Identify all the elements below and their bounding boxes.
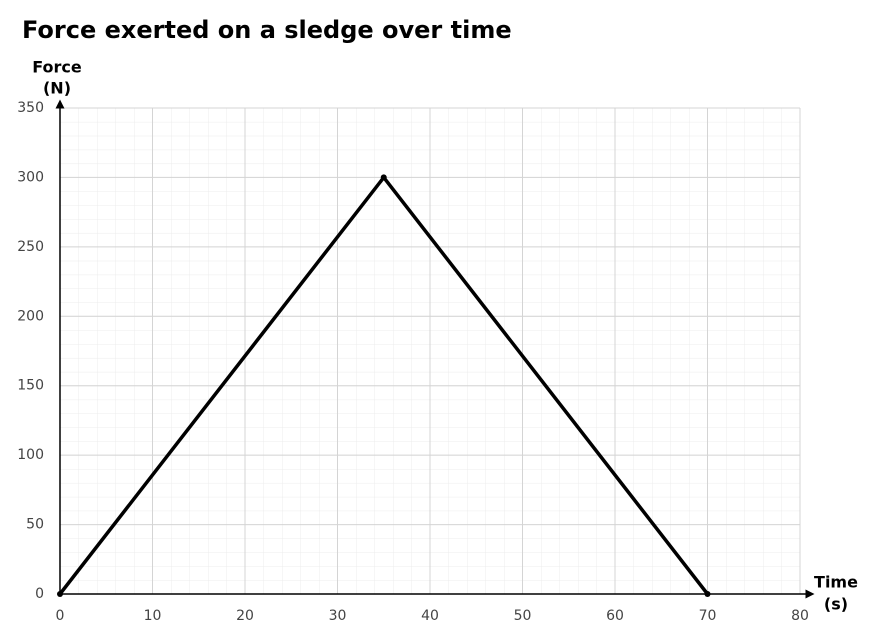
point	[380, 174, 387, 181]
x-tick-label: 40	[421, 608, 439, 624]
x-tick-label: 80	[791, 608, 809, 624]
y-tick-label: 0	[35, 586, 44, 602]
x-tick-label: 30	[329, 608, 347, 624]
x-tick-label: 60	[606, 608, 624, 624]
y-tick-label: 300	[17, 169, 44, 185]
x-axis-label: Time	[814, 573, 858, 592]
point	[57, 591, 63, 597]
x-tick-label: 10	[144, 608, 162, 624]
x-axis-label: (s)	[824, 595, 848, 614]
x-tick-label: 20	[236, 608, 254, 624]
y-tick-label: 350	[17, 100, 44, 116]
y-tick-label: 150	[17, 378, 44, 394]
y-tick-label: 200	[17, 308, 44, 324]
y-tick-label: 50	[26, 517, 44, 533]
chart-title: Force exerted on a sledge over time	[22, 16, 512, 44]
y-tick-label: 100	[17, 447, 44, 463]
y-axis-label: (N)	[43, 79, 71, 98]
x-tick-label: 70	[699, 608, 717, 624]
y-tick-label: 250	[17, 239, 44, 255]
x-tick-label: 0	[56, 608, 65, 624]
y-axis-label: Force	[32, 58, 82, 77]
point	[704, 591, 711, 597]
x-tick-label: 50	[514, 608, 532, 624]
